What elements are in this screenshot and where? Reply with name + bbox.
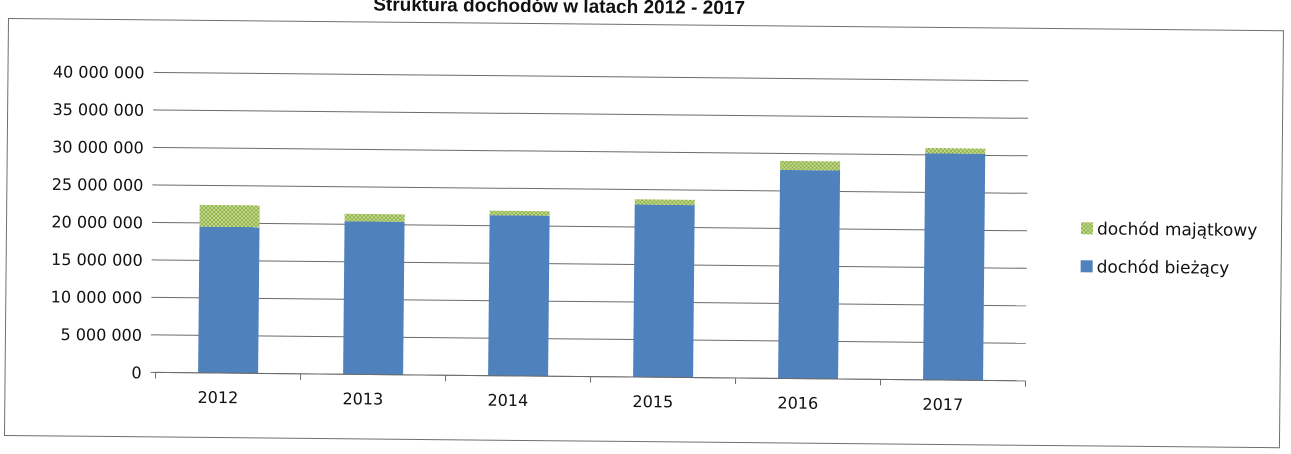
legend-swatch-biezacy — [1080, 260, 1093, 273]
y-tick-label-0: 0 — [131, 363, 141, 382]
x-tick-label-2015: 2015 — [632, 392, 673, 411]
y-tick-label-5: 25 000 000 — [52, 175, 144, 195]
bars — [198, 148, 986, 381]
chart-svg: 0 5 000 000 10 000 000 15 000 000 20 000 000… — [51, 62, 1258, 414]
bar-biezacy-2015 — [633, 204, 695, 378]
legend: dochód majątkowy dochód bieżący — [1080, 219, 1257, 279]
axes: 0 5 000 000 10 000 000 15 000 000 20 000 000… — [51, 62, 1027, 414]
y-tick-label-4: 20 000 000 — [51, 212, 143, 232]
bar-majatkowy-2016 — [780, 160, 841, 171]
gridline-y-8 — [158, 71, 1029, 82]
legend-label-biezacy: dochód bieżący — [1097, 257, 1230, 278]
bar-biezacy-2013 — [343, 221, 405, 375]
bar-majatkowy-2012 — [199, 204, 260, 228]
bar-majatkowy-2017 — [925, 148, 986, 154]
x-tick-label-2016: 2016 — [777, 393, 818, 412]
y-tick-label-7: 35 000 000 — [52, 100, 144, 120]
bar-majatkowy-2015 — [634, 199, 695, 206]
bar-biezacy-2014 — [488, 215, 550, 377]
bar-biezacy-2017 — [923, 153, 986, 381]
legend-label-majatkowy: dochód majątkowy — [1097, 219, 1257, 241]
x-tick-label-2017: 2017 — [922, 395, 963, 414]
x-tick-label-2012: 2012 — [197, 388, 238, 407]
gridline-y-6 — [157, 146, 1028, 157]
gridline-y-7 — [158, 109, 1029, 119]
y-tick-label-2: 10 000 000 — [51, 287, 143, 307]
gridline-y-3 — [156, 259, 1027, 269]
chart-frame: Struktura dochodów w latach 2012 - 2017 … — [3, 0, 1284, 449]
y-tick-label-6: 30 000 000 — [52, 137, 144, 157]
gridline-y-2 — [156, 296, 1027, 307]
bar-biezacy-2012 — [198, 226, 260, 374]
y-tick-label-8: 40 000 000 — [53, 62, 145, 82]
bar-majatkowy-2014 — [489, 210, 550, 216]
gridline-y-5 — [157, 184, 1028, 194]
legend-swatch-majatkowy — [1080, 222, 1094, 235]
gridlines — [155, 71, 1029, 382]
x-tick-label-2014: 2014 — [487, 391, 528, 410]
x-tick-label-2013: 2013 — [342, 389, 383, 408]
gridline-y-1 — [155, 334, 1026, 344]
gridline-y-4 — [157, 221, 1028, 232]
bar-biezacy-2016 — [778, 169, 841, 379]
y-tick-label-3: 15 000 000 — [51, 250, 143, 270]
bar-majatkowy-2013 — [344, 213, 405, 222]
y-tick-label-1: 5 000 000 — [60, 325, 142, 345]
